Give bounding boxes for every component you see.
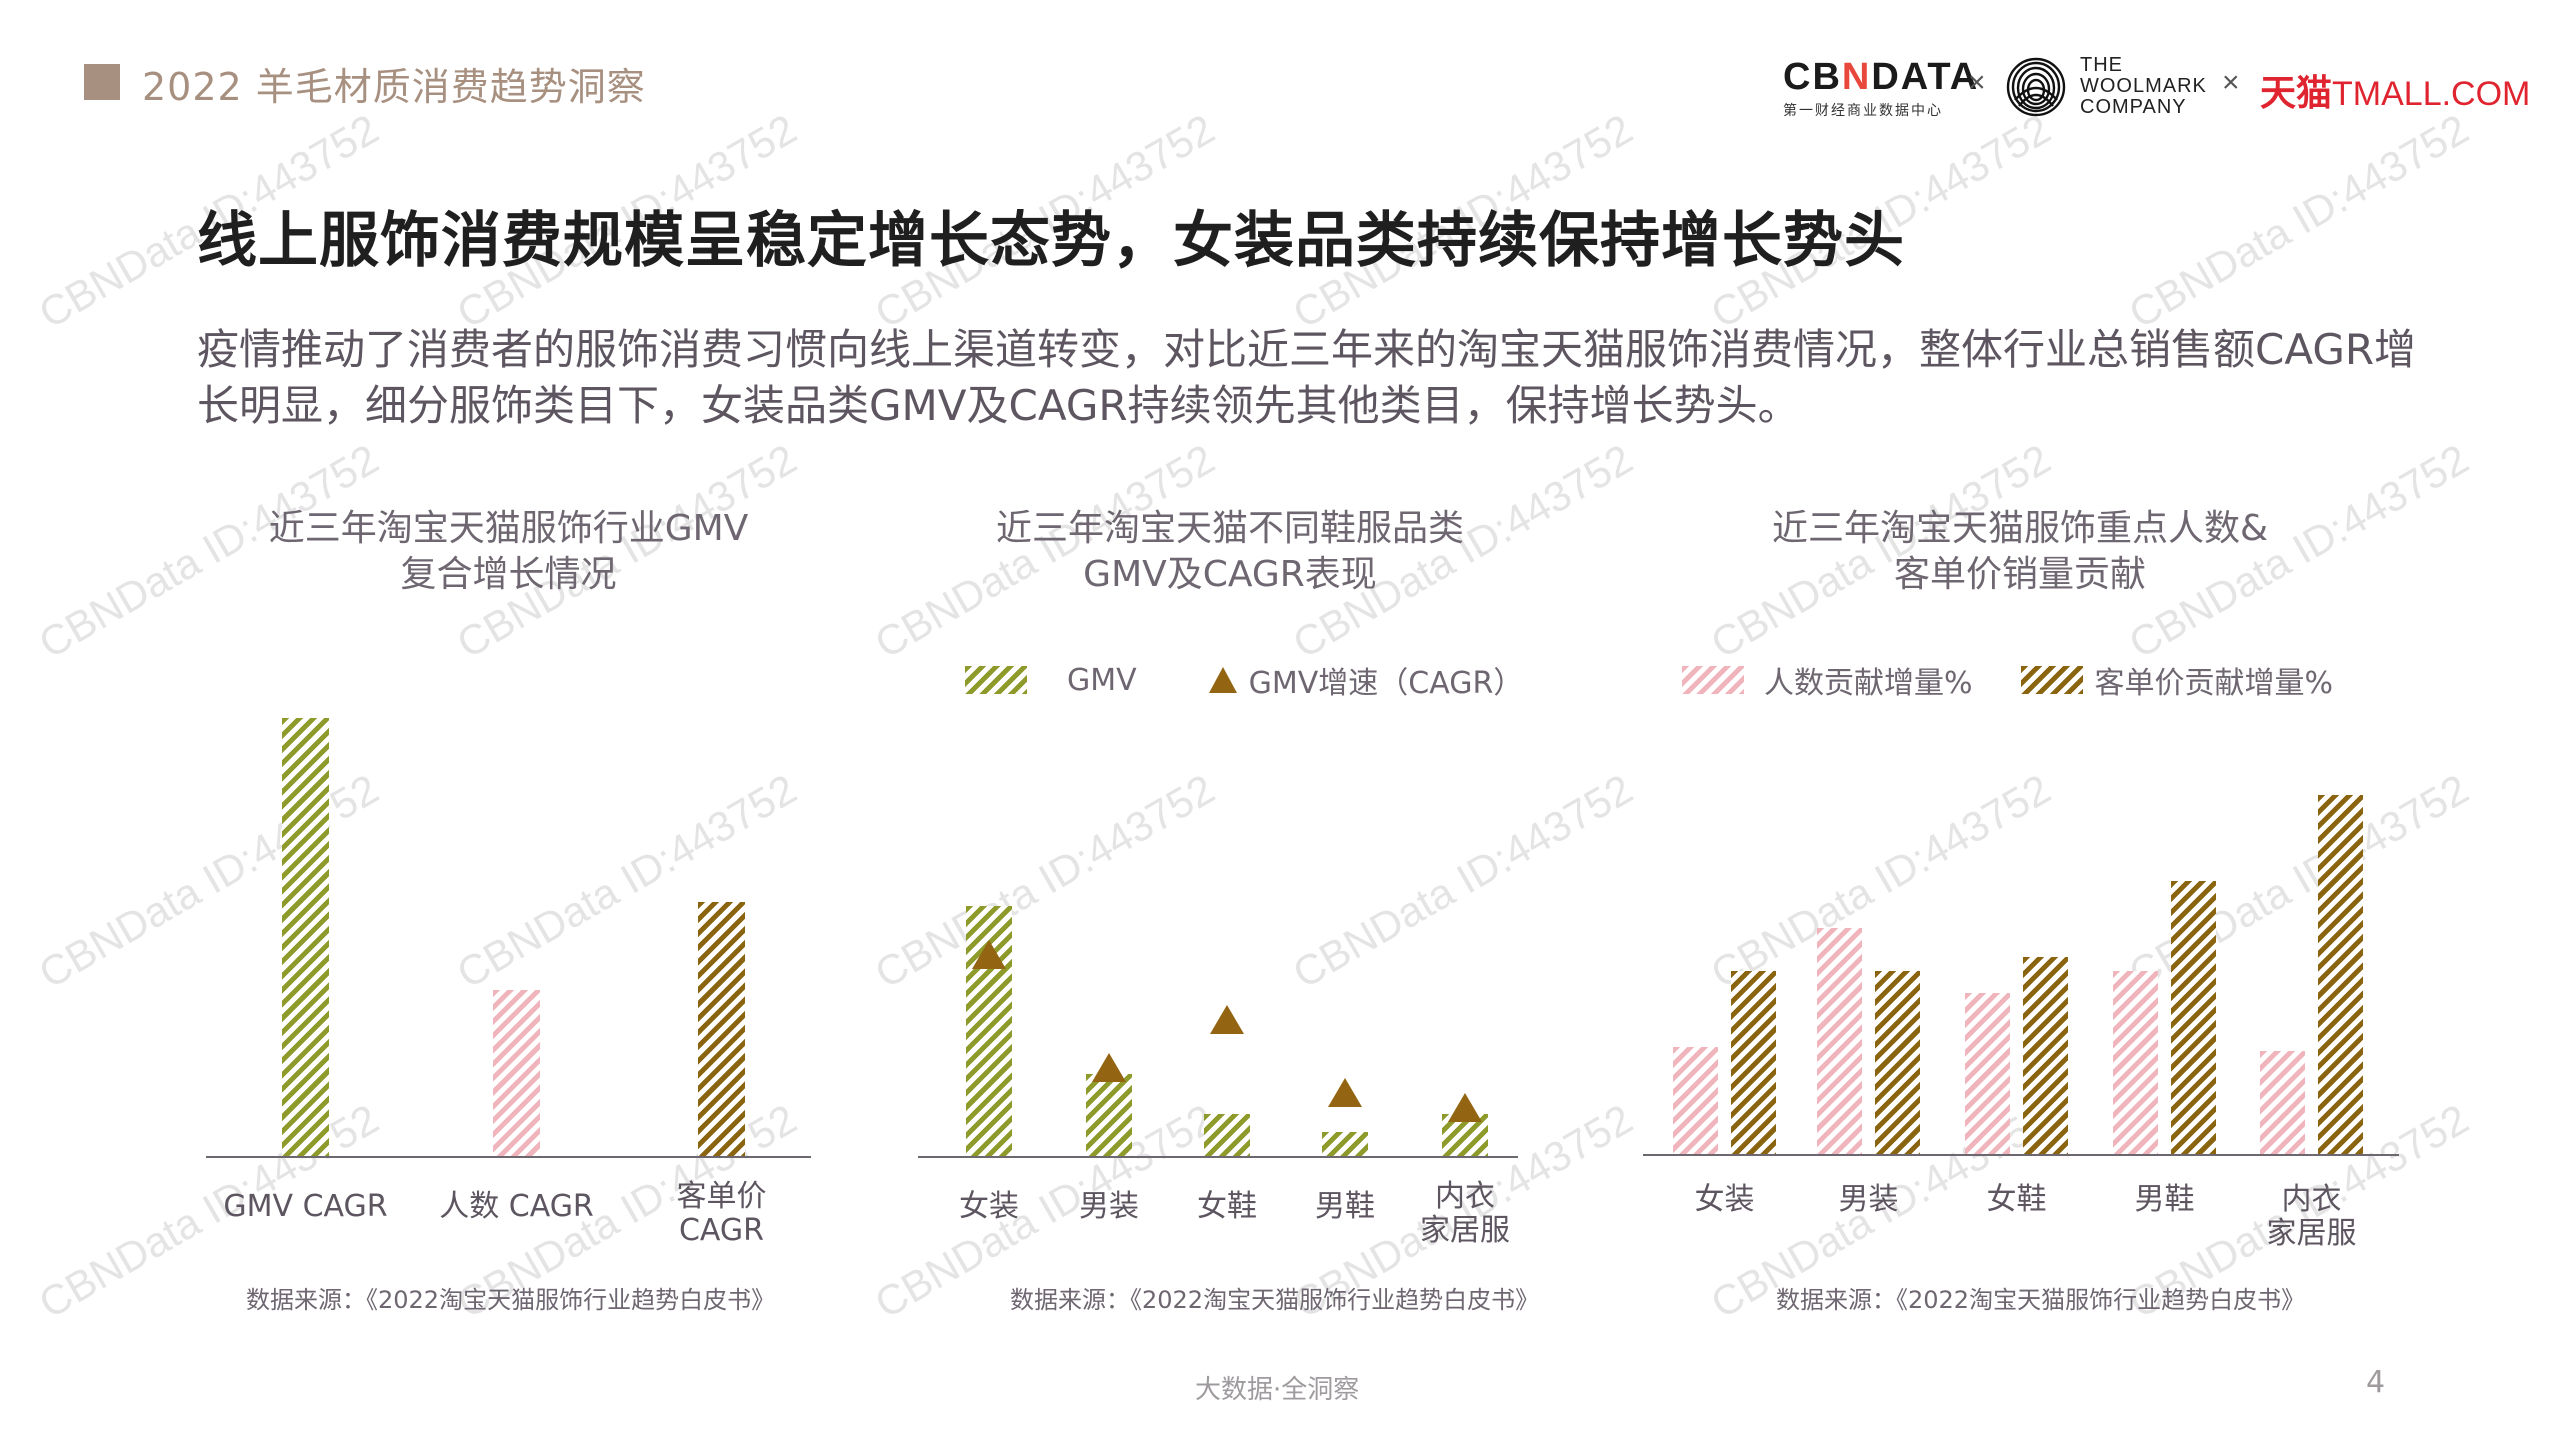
tmall-logo: 天猫TMALL.COM — [2260, 64, 2530, 116]
cbndata-subtitle: 第一财经商业数据中心 — [1783, 103, 1943, 119]
legend-swatch-people — [1682, 666, 1744, 694]
x-axis-label: 女装 — [1694, 1182, 1755, 1217]
logo-text: CB — [1783, 56, 1842, 98]
page-number: 4 — [2366, 1365, 2386, 1400]
x-axis-label: 男鞋 — [1315, 1189, 1375, 1224]
logo-separator: × — [2222, 66, 2240, 99]
bar-people — [2113, 971, 2158, 1155]
bar — [1322, 1131, 1368, 1157]
triangle-marker-icon — [972, 939, 1006, 969]
chart3-axis — [1643, 1154, 2399, 1156]
legend-label-cagr: GMV增速（CAGR） — [1248, 666, 1524, 701]
chart1-title: 近三年淘宝天猫服饰行业GMV 复合增长情况 — [206, 506, 811, 598]
bar — [698, 902, 745, 1157]
cbndata-logo: CBNDATA 第一财经商业数据中心 — [1783, 58, 1979, 120]
legend-label-people: 人数贡献增量% — [1764, 666, 1973, 701]
chart-title-line: GMV及CAGR表现 — [1083, 554, 1377, 595]
bar — [282, 718, 329, 1157]
triangle-marker-icon — [1092, 1052, 1126, 1082]
bar — [1086, 1074, 1132, 1157]
chart3-source: 数据来源：《2022淘宝天猫服饰行业趋势白皮书》 — [1776, 1286, 2306, 1314]
x-axis-label: 女鞋 — [1986, 1182, 2047, 1217]
bar-people — [1817, 928, 1862, 1155]
chart-title-line: 近三年淘宝天猫服饰重点人数& — [1771, 508, 2269, 549]
triangle-icon — [1208, 667, 1237, 693]
footer-slogan: 大数据·全洞察 — [1195, 1375, 1360, 1405]
woolmark-line: WOOLMARK — [2080, 75, 2207, 97]
logo-text: DATA — [1871, 56, 1980, 98]
bar-price — [1731, 971, 1776, 1155]
woolmark-line: THE — [2080, 54, 2123, 76]
chart-title-line: 近三年淘宝天猫不同鞋服品类 — [995, 508, 1464, 549]
section-marker — [84, 64, 120, 100]
woolmark-wordmark: THE WOOLMARK COMPANY — [2080, 55, 2207, 118]
chart-title-line: 客单价销量贡献 — [1893, 554, 2146, 595]
chart2-legend: GMV GMV增速（CAGR） — [965, 658, 1523, 702]
chart2-axis — [918, 1156, 1518, 1158]
legend-label-gmv: GMV — [1067, 662, 1137, 698]
chart1-source: 数据来源：《2022淘宝天猫服饰行业趋势白皮书》 — [246, 1286, 776, 1314]
chart2-title: 近三年淘宝天猫不同鞋服品类 GMV及CAGR表现 — [920, 506, 1540, 598]
tmall-cn: 天猫 — [2260, 72, 2333, 113]
section-title: 2022 羊毛材质消费趋势洞察 — [142, 65, 646, 109]
x-axis-label: 男装 — [1079, 1189, 1139, 1224]
triangle-marker-icon — [1328, 1077, 1362, 1107]
triangle-marker-icon — [1210, 1004, 1244, 1034]
bar-price — [2318, 795, 2363, 1155]
x-axis-label: 内衣 家居服 — [1420, 1179, 1510, 1248]
bar-price — [2023, 957, 2068, 1155]
chart2-source: 数据来源：《2022淘宝天猫服饰行业趋势白皮书》 — [1010, 1286, 1540, 1314]
logo-accent-letter: N — [1841, 56, 1872, 98]
intro-paragraph: 疫情推动了消费者的服饰消费习惯向线上渠道转变，对比近三年来的淘宝天猫服饰消费情况… — [197, 325, 2417, 430]
page-title: 线上服饰消费规模呈稳定增长态势，女装品类持续保持增长势头 — [197, 206, 1905, 276]
x-axis-label: GMV CAGR — [223, 1189, 388, 1224]
x-axis-label: 女装 — [959, 1189, 1019, 1224]
legend-swatch-gmv — [965, 666, 1027, 694]
chart1-axis — [206, 1156, 811, 1158]
x-axis-label: 男装 — [1838, 1182, 1899, 1217]
x-axis-label: 人数 CAGR — [439, 1189, 594, 1224]
legend-label-price: 客单价贡献增量% — [2094, 666, 2334, 701]
bar — [1204, 1114, 1250, 1157]
chart3-legend: 人数贡献增量% 客单价贡献增量% — [1682, 658, 2333, 702]
legend-swatch-price — [2020, 666, 2083, 694]
bar-price — [2171, 881, 2216, 1155]
bar-price — [1875, 971, 1920, 1155]
woolmark-icon — [2005, 56, 2067, 118]
tmall-en: TMALL.COM — [2332, 75, 2531, 113]
bar-people — [2260, 1050, 2305, 1155]
chart-title-line: 近三年淘宝天猫服饰行业GMV — [268, 508, 749, 549]
x-axis-label: 内衣 家居服 — [2266, 1182, 2357, 1251]
x-axis-label: 女鞋 — [1197, 1189, 1257, 1224]
bar-people — [1673, 1047, 1718, 1155]
chart3-title: 近三年淘宝天猫服饰重点人数& 客单价销量贡献 — [1660, 506, 2380, 598]
bar — [493, 990, 540, 1157]
triangle-marker-icon — [1448, 1092, 1482, 1122]
x-axis-label: 男鞋 — [2134, 1182, 2195, 1217]
chart-title-line: 复合增长情况 — [400, 554, 617, 595]
bar-people — [1965, 993, 2010, 1155]
x-axis-label: 客单价 CAGR — [676, 1179, 767, 1248]
logo-separator: × — [1968, 66, 1986, 99]
woolmark-line: COMPANY — [2080, 96, 2187, 118]
